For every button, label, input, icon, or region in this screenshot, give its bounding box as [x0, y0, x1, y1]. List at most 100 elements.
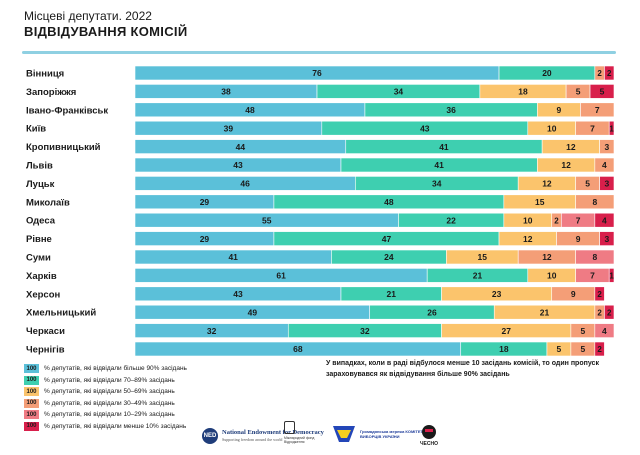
bar-value-label: 15: [478, 252, 488, 262]
bar-value-label: 3: [604, 179, 609, 189]
bar-value-label: 1: [609, 124, 614, 133]
bar-value-label: 48: [384, 197, 394, 207]
bar-value-label: 1: [609, 272, 614, 281]
category-label: Київ: [26, 124, 46, 135]
bar-value-label: 7: [590, 123, 595, 133]
bar-value-label: 55: [262, 215, 272, 225]
bar-value-label: 18: [499, 344, 509, 354]
bar-value-label: 3: [604, 234, 609, 244]
bar-value-label: 5: [581, 344, 586, 354]
bar-value-label: 5: [585, 179, 590, 189]
bar-value-label: 7: [595, 105, 600, 115]
bar-value-label: 9: [557, 105, 562, 115]
bar-value-label: 2: [554, 216, 559, 225]
bar-value-label: 43: [233, 289, 243, 299]
chart-subtitle: Місцеві депутати. 2022: [24, 9, 152, 23]
bar-segment: [594, 157, 615, 173]
bar-value-label: 21: [473, 271, 483, 281]
bar-value-label: 10: [547, 123, 557, 133]
legend-label: % депутатів, які відвідали менше 10% зас…: [44, 422, 187, 430]
bar-value-label: 2: [597, 290, 602, 299]
bar-value-label: 12: [542, 179, 552, 189]
bar-value-label: 76: [312, 68, 322, 78]
bar-value-label: 10: [547, 271, 557, 281]
committee-of-voters-logo: Громадянська мережа КОМІТЕТ ВИБОРЦІВ УКР…: [331, 424, 426, 444]
bar-value-label: 47: [382, 234, 392, 244]
legend-swatch: 100: [24, 421, 39, 431]
foundation-logo-text: Міжнародний фонд Відродження: [284, 436, 315, 444]
bar-value-label: 61: [276, 271, 286, 281]
bar-value-label: 8: [592, 197, 597, 207]
bar-value-label: 12: [523, 234, 533, 244]
bar-value-label: 29: [200, 234, 210, 244]
legend-item: 100 % депутатів, які відвідали більше 90%…: [24, 363, 187, 375]
legend-swatch: 100: [24, 398, 39, 408]
bar-value-label: 12: [561, 160, 571, 170]
renaissance-foundation-logo: Міжнародний фонд Відродження: [284, 421, 318, 449]
bar-segment: [575, 194, 615, 210]
ned-logo: NED National Endowment for Democracy Sup…: [202, 428, 324, 444]
bar-value-label: 20: [542, 68, 552, 78]
bar-segment: [594, 341, 605, 357]
bar-value-label: 9: [571, 289, 576, 299]
bar-value-label: 43: [420, 123, 430, 133]
category-label: Івано-Франківськ: [26, 105, 108, 116]
bar-segment: [599, 231, 615, 246]
bar-value-label: 46: [240, 179, 250, 189]
legend-swatch: 100: [24, 375, 39, 385]
bar-value-label: 10: [523, 215, 533, 225]
bar-value-label: 7: [590, 271, 595, 281]
category-label: Суми: [26, 253, 51, 264]
bar-value-label: 4: [602, 160, 607, 170]
methodology-note: У випадках, коли в раді відбулося менше …: [326, 360, 599, 378]
bar-segment: [589, 84, 615, 99]
bar-value-label: 2: [597, 345, 602, 354]
category-label: Кропивницький: [26, 142, 101, 153]
bar-value-label: 43: [233, 160, 243, 170]
ned-logo-name: National Endowment for Democracy: [222, 429, 324, 436]
bar-value-label: 2: [597, 69, 602, 78]
bar-value-label: 9: [576, 234, 581, 244]
bar-value-label: 36: [446, 105, 456, 115]
bar-value-label: 49: [248, 307, 258, 317]
category-label: Вінниця: [26, 69, 64, 80]
bar-value-label: 39: [224, 123, 234, 133]
bar-segment: [580, 102, 615, 118]
category-label: Херсон: [26, 289, 61, 300]
bar-value-label: 32: [360, 326, 370, 336]
bar-value-label: 41: [439, 142, 449, 152]
bar-value-label: 48: [245, 105, 255, 115]
category-label: Рівне: [26, 234, 52, 245]
ned-logo-tagline: Supporting freedom around the world: [222, 437, 283, 442]
voters-flag-icon: [333, 426, 355, 442]
bar-segment: [604, 304, 615, 320]
bar-segment: [599, 176, 615, 191]
ned-logo-mark: NED: [202, 428, 218, 444]
category-label: Черкаси: [26, 326, 65, 337]
bar-value-label: 4: [602, 215, 607, 225]
category-label: Хмельницький: [26, 308, 96, 319]
bar-segment: [594, 212, 615, 228]
bar-segment: [594, 323, 615, 338]
legend-label: % депутатів, які відвідали 50–69% засіда…: [44, 388, 175, 396]
bar-value-label: 68: [293, 344, 303, 354]
bar-value-label: 8: [592, 252, 597, 262]
legend-item: 100 % депутатів, які відвідали 30–49% зас…: [24, 398, 187, 410]
legend-swatch: 100: [24, 364, 39, 374]
chesno-logo: ЧЕСНО: [420, 425, 438, 447]
legend-swatch: 100: [24, 387, 39, 397]
bar-value-label: 24: [384, 252, 394, 262]
bar-value-label: 32: [207, 326, 217, 336]
bar-value-label: 5: [600, 87, 605, 97]
category-label: Одеса: [26, 216, 56, 227]
bar-value-label: 34: [394, 87, 404, 97]
category-label: Чернігів: [26, 345, 65, 356]
bar-value-label: 23: [492, 289, 502, 299]
bar-value-label: 2: [607, 69, 612, 78]
category-label: Львів: [26, 161, 53, 172]
bar-value-label: 7: [576, 215, 581, 225]
bar-value-label: 5: [576, 87, 581, 97]
legend-swatch: 100: [24, 410, 39, 420]
bar-value-label: 5: [557, 344, 562, 354]
